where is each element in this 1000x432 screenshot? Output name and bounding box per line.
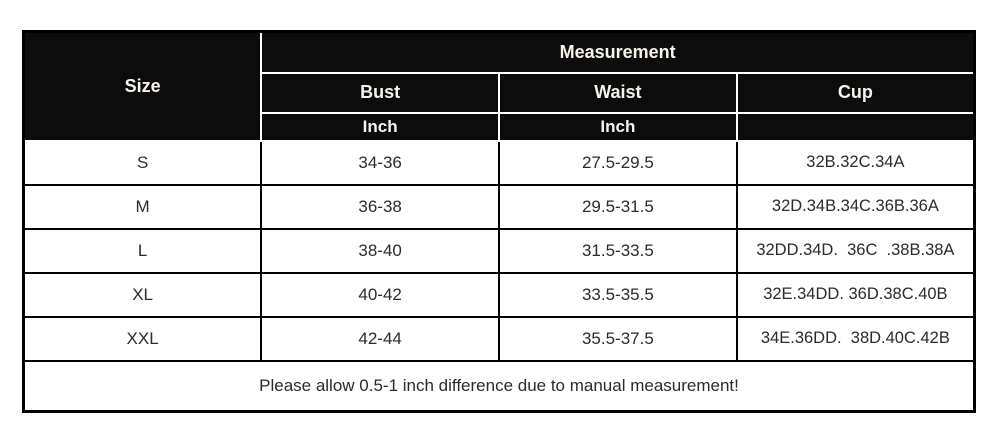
waist-cell: 35.5-37.5 bbox=[498, 315, 738, 362]
waist-cell: 27.5-29.5 bbox=[498, 139, 738, 186]
size-chart-table: Size Measurement Bust Waist Cup Inch Inc… bbox=[22, 30, 976, 413]
size-chart-body: S 34-36 27.5-29.5 32B.32C.34A M 36-38 29… bbox=[22, 139, 976, 412]
table-row-xxl: XXL 42-44 35.5-37.5 34E.36DD. 38D.40C.42… bbox=[22, 315, 976, 362]
table-row-xl: XL 40-42 33.5-35.5 32E.34DD. 36D.38C.40B bbox=[22, 271, 976, 318]
bust-cell: 34-36 bbox=[260, 139, 500, 186]
header-waist-cell: Waist bbox=[498, 71, 738, 114]
bust-cell: 42-44 bbox=[260, 315, 500, 362]
size-chart-header: Size Measurement Bust Waist Cup Inch Inc… bbox=[22, 30, 976, 142]
size-cell: XL bbox=[22, 271, 263, 318]
header-bust-cell: Bust bbox=[260, 71, 500, 114]
size-cell: S bbox=[22, 139, 263, 186]
size-cell: XXL bbox=[22, 315, 263, 362]
cup-cell: 32E.34DD. 36D.38C.40B bbox=[735, 271, 976, 318]
table-row-s: S 34-36 27.5-29.5 32B.32C.34A bbox=[22, 139, 976, 186]
table-footer-row: Please allow 0.5-1 inch difference due t… bbox=[22, 359, 976, 412]
cup-cell: 32DD.34D. 36C .38B.38A bbox=[735, 227, 976, 274]
cup-cell: 34E.36DD. 38D.40C.42B bbox=[735, 315, 976, 362]
table-row-m: M 36-38 29.5-31.5 32D.34B.34C.36B.36A bbox=[22, 183, 976, 230]
header-row-measurement: Size Measurement bbox=[22, 30, 976, 142]
bust-cell: 36-38 bbox=[260, 183, 500, 230]
waist-cell: 29.5-31.5 bbox=[498, 183, 738, 230]
bust-cell: 38-40 bbox=[260, 227, 500, 274]
header-cup-cell: Cup bbox=[735, 71, 976, 114]
waist-cell: 31.5-33.5 bbox=[498, 227, 738, 274]
cup-cell: 32D.34B.34C.36B.36A bbox=[735, 183, 976, 230]
header-measurement-cell: Measurement bbox=[260, 30, 976, 74]
header-row-units: Inch Inch bbox=[24, 111, 976, 142]
footer-note: Please allow 0.5-1 inch difference due t… bbox=[22, 359, 976, 412]
size-cell: L bbox=[22, 227, 263, 274]
header-cup-unit-cell bbox=[735, 111, 976, 142]
size-cell: M bbox=[22, 183, 263, 230]
header-size-cell: Size bbox=[22, 30, 263, 142]
header-row-columns: Bust Waist Cup bbox=[24, 71, 976, 114]
table-row-l: L 38-40 31.5-33.5 32DD.34D. 36C .38B.38A bbox=[22, 227, 976, 274]
cup-cell: 32B.32C.34A bbox=[735, 139, 976, 186]
header-bust-unit-cell: Inch bbox=[260, 111, 500, 142]
bust-cell: 40-42 bbox=[260, 271, 500, 318]
waist-cell: 33.5-35.5 bbox=[498, 271, 738, 318]
header-waist-unit-cell: Inch bbox=[498, 111, 738, 142]
